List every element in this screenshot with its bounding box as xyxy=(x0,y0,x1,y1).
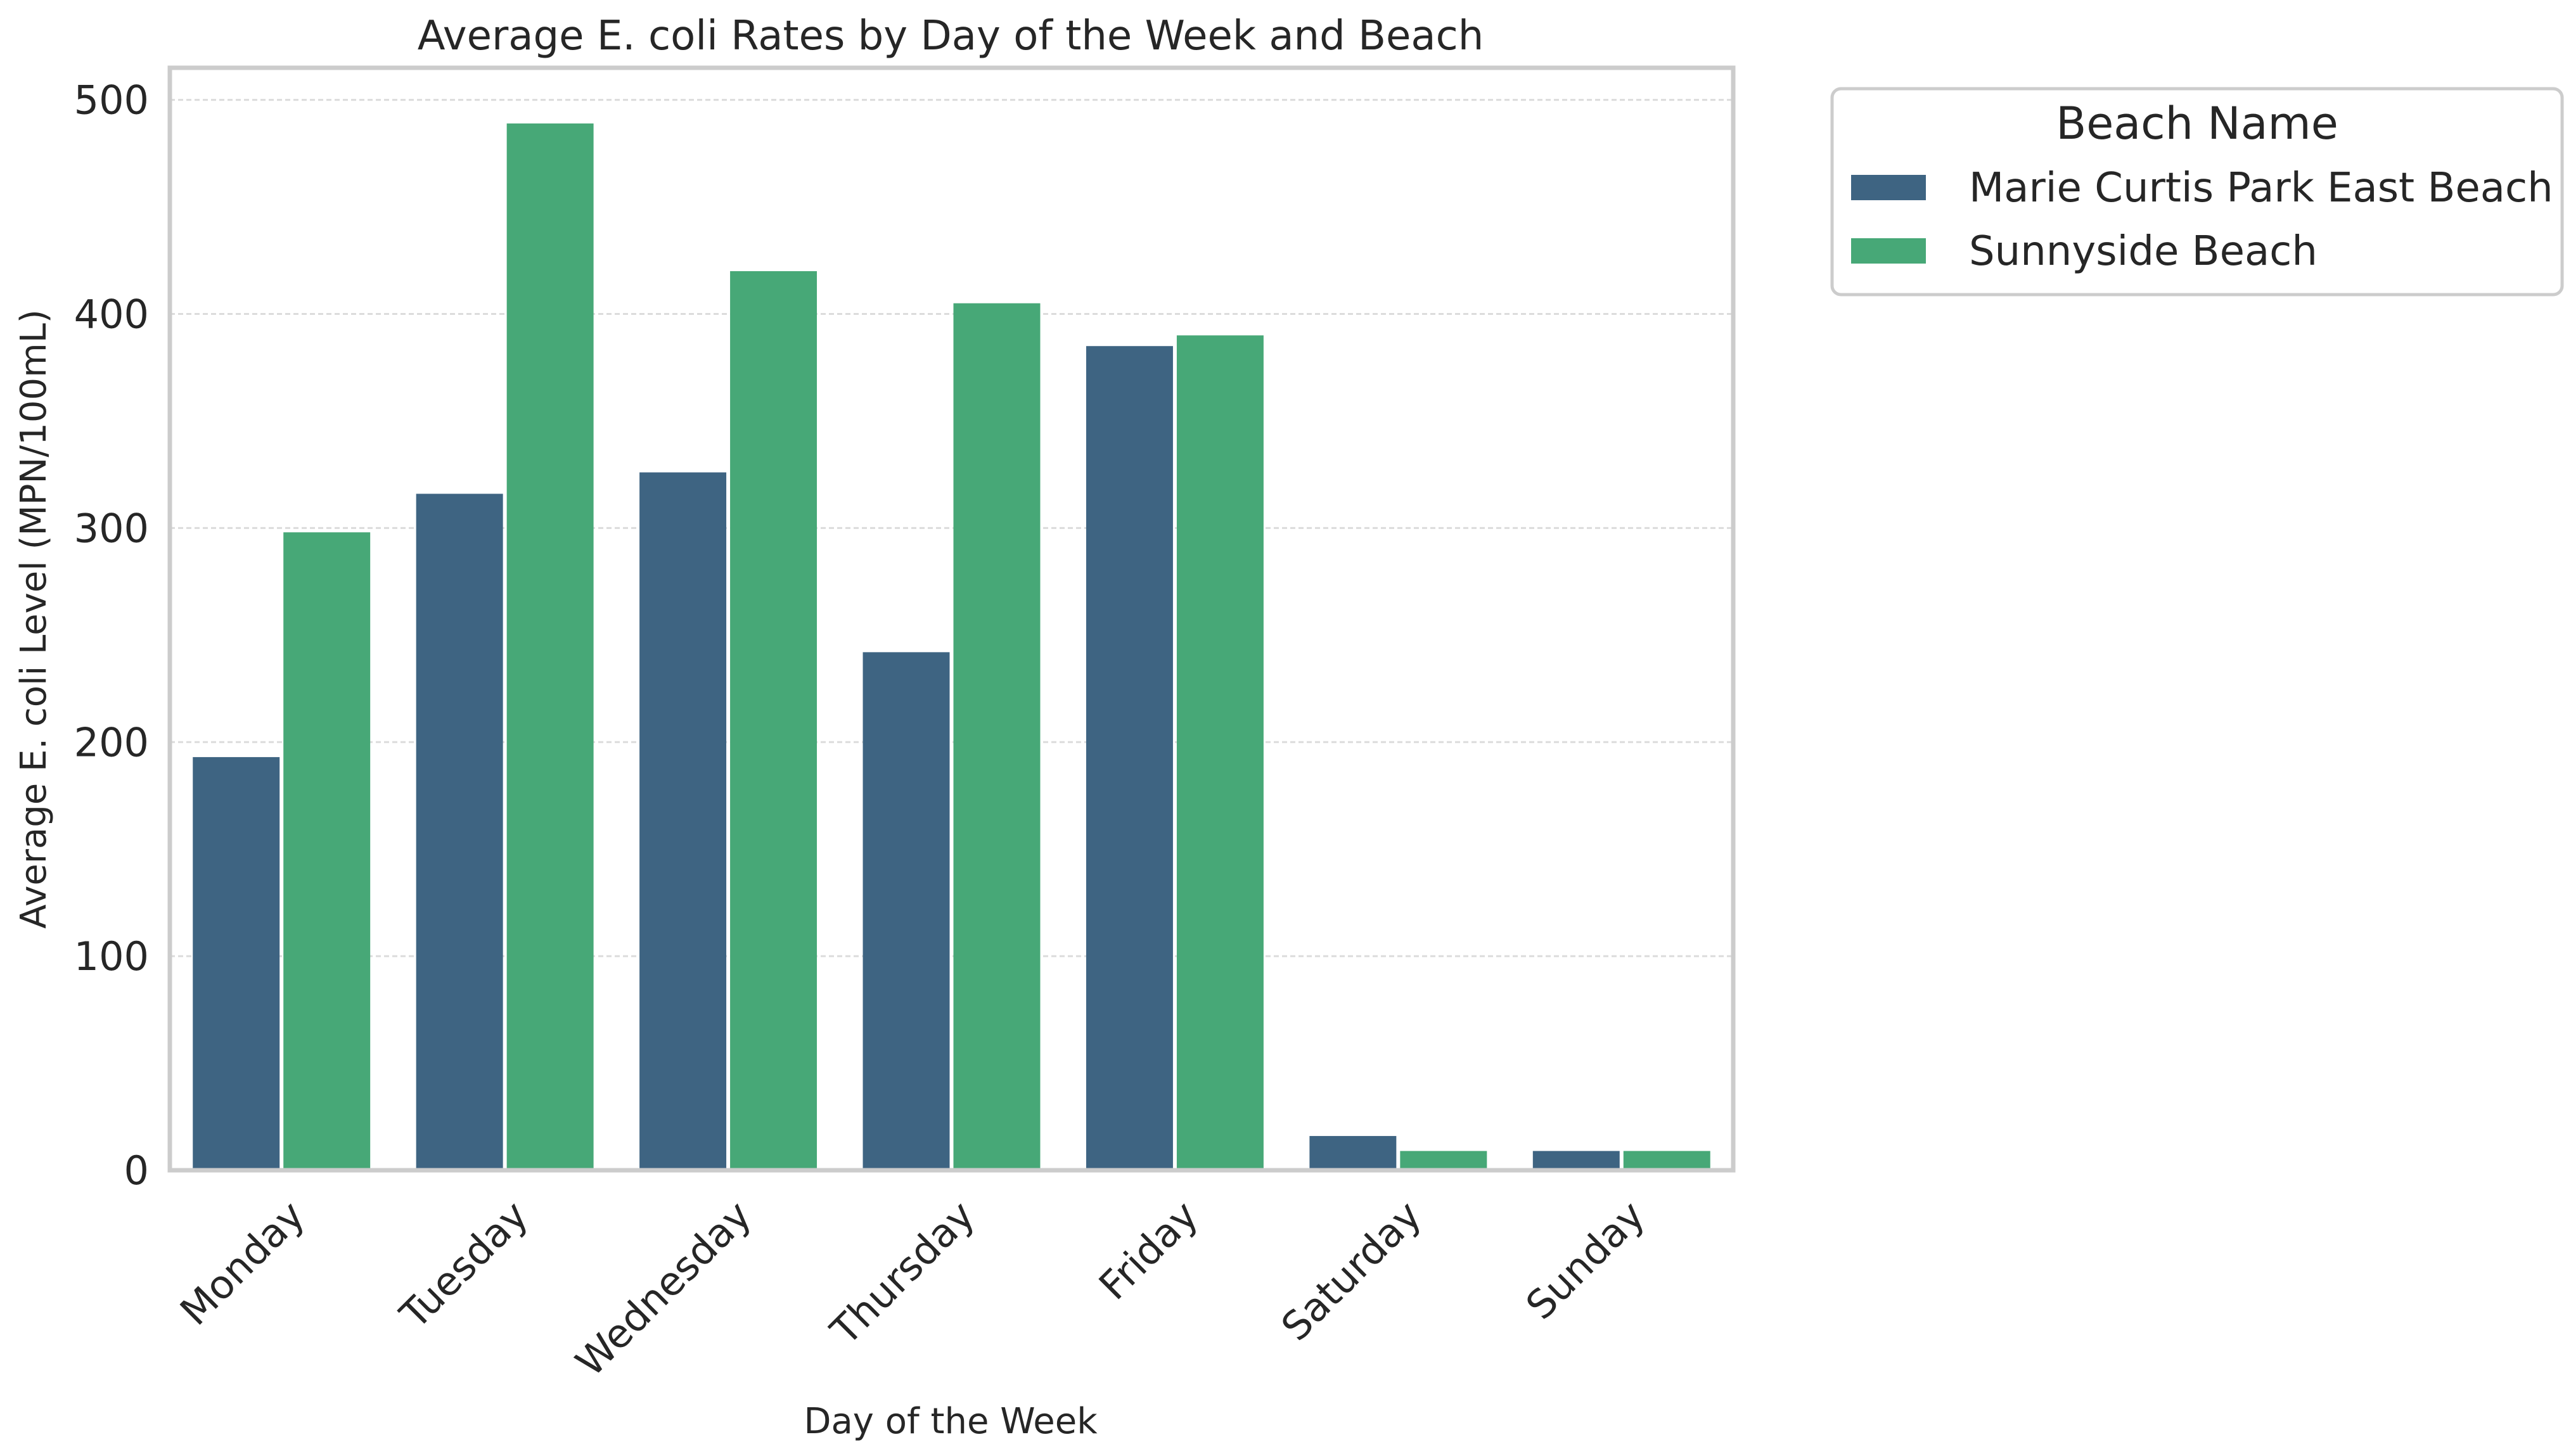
bar-marie-curtis-friday xyxy=(1086,346,1173,1170)
y-tick-200: 200 xyxy=(74,719,149,765)
legend-label-marie-curtis: Marie Curtis Park East Beach xyxy=(1969,165,2553,212)
bar-marie-curtis-wednesday xyxy=(639,472,727,1170)
y-tick-100: 100 xyxy=(74,933,149,980)
legend-box xyxy=(1830,87,2564,297)
gridlines xyxy=(170,99,1733,957)
legend-swatch-marie-curtis xyxy=(1851,175,1926,200)
legend: Beach Name Marie Curtis Park East Beach … xyxy=(1830,87,2564,297)
y-tick-300: 300 xyxy=(74,505,149,551)
bar-marie-curtis-sunday xyxy=(1532,1151,1620,1170)
bar-marie-curtis-tuesday xyxy=(416,494,503,1170)
bar-sunnyside-tuesday xyxy=(506,123,594,1170)
bar-marie-curtis-saturday xyxy=(1309,1135,1397,1170)
bar-marie-curtis-monday xyxy=(193,757,280,1170)
legend-title: Beach Name xyxy=(2056,98,2338,150)
bar-sunnyside-saturday xyxy=(1400,1151,1487,1170)
bar-sunnyside-thursday xyxy=(953,303,1041,1170)
y-tick-500: 500 xyxy=(74,77,149,124)
bar-sunnyside-wednesday xyxy=(730,271,817,1170)
bar-sunnyside-friday xyxy=(1176,335,1264,1170)
x-axis-label: Day of the Week xyxy=(804,1401,1098,1442)
y-tick-labels: 0 100 200 300 400 500 xyxy=(74,77,149,1194)
legend-swatch-sunnyside xyxy=(1851,238,1926,264)
legend-label-sunnyside: Sunnyside Beach xyxy=(1969,228,2318,275)
plot-frame xyxy=(167,65,1736,1173)
y-axis-label: Average E. coli Level (MPN/100mL) xyxy=(13,309,54,929)
bars xyxy=(193,123,1710,1170)
y-tick-400: 400 xyxy=(74,291,149,338)
bar-sunnyside-monday xyxy=(283,532,371,1170)
chart-title: Average E. coli Rates by Day of the Week… xyxy=(418,13,1484,60)
bar-marie-curtis-thursday xyxy=(862,652,950,1170)
bar-sunnyside-sunday xyxy=(1623,1151,1710,1170)
y-tick-0: 0 xyxy=(124,1147,149,1194)
